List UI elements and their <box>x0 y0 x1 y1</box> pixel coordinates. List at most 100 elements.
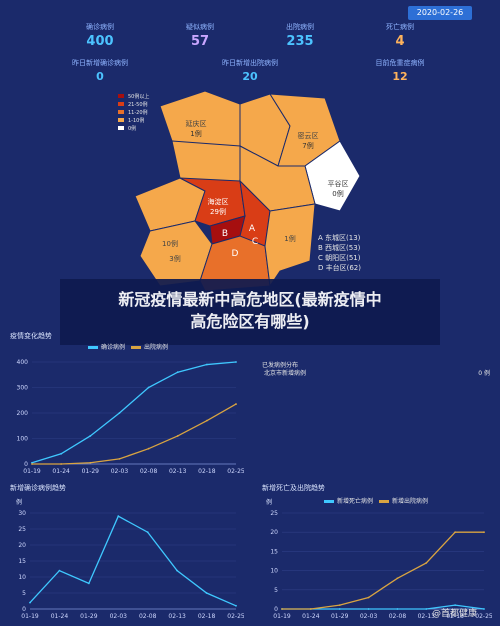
stats-panel: 确诊病例 400 疑似病例 57 出院病例 235 死亡病例 4 昨日新增确诊病… <box>60 22 460 83</box>
data-point <box>176 371 179 374</box>
data-point <box>89 461 92 464</box>
y-tick-label: 0 <box>24 461 28 468</box>
new-death-chart: 0 5 10 15 20 25 01-19 01-24 01-29 02-03 02-08 02-13… <box>270 510 492 620</box>
y-tick-label: 10 <box>18 574 26 581</box>
y-tick-label: 30 <box>18 510 26 517</box>
series-line-0 <box>29 515 237 607</box>
x-tick-label: 01-24 <box>51 613 69 620</box>
data-point <box>60 452 63 455</box>
map-label-miyun: 密云区 <box>298 131 319 140</box>
stat-confirmed: 确诊病例 400 <box>86 23 114 49</box>
x-tick-label: 02-25 <box>227 468 244 475</box>
y-tick-label: 20 <box>270 529 278 536</box>
new-confirmed-unit: 例 <box>16 499 23 506</box>
map-marker-b: B <box>222 229 228 239</box>
new-death-legend: 新增死亡病例 新增出院病例 <box>324 496 428 505</box>
data-point <box>118 412 121 414</box>
map-region-tongzhou <box>264 203 316 288</box>
stat-suspected: 疑似病例 57 <box>186 23 214 49</box>
x-tick-label: 02-08 <box>140 468 158 475</box>
map-marker-c: C <box>252 237 258 247</box>
y-tick-label: 400 <box>17 359 29 366</box>
map-marker-a: A <box>249 224 256 234</box>
map-count-pinggu: 0例 <box>332 189 343 198</box>
data-point <box>454 531 457 534</box>
stat-critical: 目前危重症病例 12 <box>375 59 425 83</box>
x-tick-label: 02-13 <box>418 613 436 620</box>
data-point <box>58 569 61 572</box>
district-list: A 东城区(13) B 西城区(53) C 朝阳区(51) D 丰台区(62) <box>318 234 361 272</box>
distribution-panel: 已发病例分布 北京市新增病例 0 例 <box>262 362 490 377</box>
data-point <box>87 582 90 585</box>
x-tick-label: 02-03 <box>111 468 129 475</box>
data-point <box>205 592 208 594</box>
data-point <box>396 608 399 610</box>
x-tick-label: 01-29 <box>80 613 98 620</box>
data-point <box>425 608 428 610</box>
series-line-0 <box>31 361 237 464</box>
y-tick-label: 15 <box>270 548 278 555</box>
y-tick-label: 15 <box>18 558 26 565</box>
x-tick-label: 01-19 <box>21 613 39 620</box>
y-tick-label: 300 <box>17 385 29 392</box>
stat-discharged: 出院病例 235 <box>286 23 314 49</box>
y-tick-label: 10 <box>270 568 278 575</box>
beijing-map: 延庆区 1例 密云区 7例 平谷区 0例 海淀区 29例 10例 3例 1例 A… <box>100 86 380 296</box>
y-tick-label: 25 <box>18 526 26 533</box>
source-watermark: @首都健康 <box>432 609 478 619</box>
map-count-mentougou: 10例 <box>162 239 178 248</box>
x-tick-label: 02-03 <box>110 613 128 620</box>
data-point <box>176 569 179 572</box>
data-point <box>31 463 33 465</box>
x-tick-label: 02-13 <box>169 468 187 475</box>
map-count-haidian: 29例 <box>210 207 226 216</box>
headline-banner: 新冠疫情最新中高危地区(最新疫情中 高危险区有哪些) <box>60 279 440 345</box>
y-tick-label: 200 <box>17 410 29 417</box>
map-count-fangshan: 3例 <box>169 254 180 263</box>
data-point <box>146 531 149 534</box>
stat-deaths: 死亡病例 4 <box>386 23 414 49</box>
x-tick-label: 02-18 <box>198 613 216 620</box>
data-point <box>396 577 399 580</box>
x-tick-label: 02-08 <box>389 613 407 620</box>
data-point <box>147 386 150 389</box>
data-point <box>60 463 63 465</box>
y-tick-label: 20 <box>18 542 26 549</box>
x-tick-label: 01-29 <box>82 468 100 475</box>
x-tick-label: 02-08 <box>139 613 157 620</box>
new-confirmed-chart: 0 5 10 15 20 25 30 01-19 01-24 01-29 02-03 02-08 02-… <box>18 510 244 620</box>
data-point <box>147 447 150 450</box>
new-death-unit: 例 <box>266 499 273 506</box>
y-tick-label: 5 <box>22 590 26 597</box>
x-tick-label: 01-24 <box>302 613 320 620</box>
new-death-title: 新增死亡及出院趋势 <box>262 484 325 492</box>
data-point <box>454 604 457 607</box>
new-confirmed-title: 新增确诊病例趋势 <box>10 484 66 492</box>
y-tick-label: 25 <box>270 510 278 517</box>
map-count-tongzhou: 1例 <box>284 234 295 243</box>
data-point <box>235 403 237 405</box>
data-point <box>29 601 31 604</box>
data-point <box>367 596 370 599</box>
trend-title: 疫情变化趋势 <box>10 332 52 340</box>
x-tick-label: 02-18 <box>198 468 216 475</box>
data-point <box>338 608 341 610</box>
trend-chart: 0 100 200 300 400 01-19 01-24 01-29 02-03 02-08 02… <box>17 359 244 475</box>
data-point <box>338 604 341 607</box>
map-count-miyun: 7例 <box>302 141 313 150</box>
x-tick-label: 02-25 <box>475 613 492 620</box>
data-point <box>367 608 370 610</box>
y-tick-label: 0 <box>22 606 26 613</box>
x-tick-label: 02-25 <box>227 613 244 620</box>
map-legend: 50例以上 21-50例 11-20例 1-10例 0例 <box>118 92 149 132</box>
data-point <box>205 363 208 366</box>
data-point <box>89 435 92 437</box>
map-count-yanqing: 1例 <box>190 129 201 138</box>
x-tick-label: 01-19 <box>273 613 291 620</box>
series-line-1 <box>32 403 237 465</box>
x-tick-label: 01-19 <box>23 468 41 475</box>
x-tick-label: 01-24 <box>52 468 70 475</box>
data-point <box>235 604 237 607</box>
stat-new-discharged: 昨日新增出院病例 20 <box>222 59 278 83</box>
y-tick-label: 0 <box>274 606 278 613</box>
